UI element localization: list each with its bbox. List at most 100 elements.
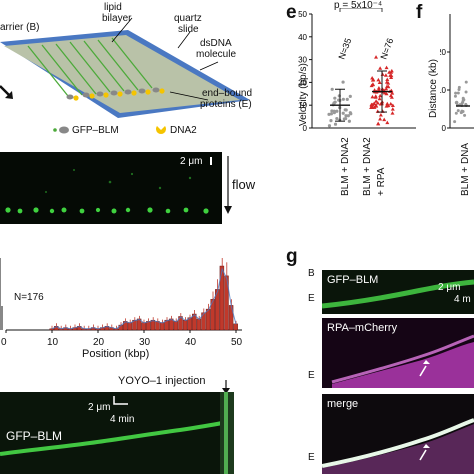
velocity-point	[332, 101, 336, 105]
bottom-kymo-channel-label: GFP–BLM	[6, 429, 63, 443]
velocity-ytick-label: 50	[298, 10, 307, 19]
velocity-point	[385, 120, 390, 125]
velocity-ytick-label: 30	[298, 56, 307, 65]
distance-ytick-label: 20	[440, 48, 447, 57]
distance-scatter: 0 10 20	[440, 14, 474, 133]
distance-point	[456, 109, 460, 113]
pvalue-bracket	[339, 8, 383, 12]
velocity-ytick-label: 40	[298, 33, 307, 42]
velocity-point	[378, 66, 383, 70]
flow-direction-arrow	[0, 85, 11, 97]
distance-point	[453, 120, 457, 124]
rpa-mcherry-kymograph: RPA–mCherry	[322, 318, 474, 388]
g3-e-label: E	[308, 452, 315, 463]
flow-image-spots	[5, 157, 212, 214]
velocity-point	[370, 105, 375, 109]
velocity-point	[388, 73, 393, 77]
distance-point	[463, 113, 467, 117]
velocity-scatter: 0 10 20 30 40 50 N=35 N=76	[298, 8, 416, 133]
g1-channel-label: GFP–BLM	[327, 274, 379, 286]
histogram-xtick-label: 20	[93, 337, 105, 348]
velocity-point	[345, 97, 349, 101]
velocity-point	[389, 75, 394, 80]
yoyo-injection-arrow-icon	[222, 380, 230, 394]
velocity-point	[374, 104, 379, 108]
panel-f-category-1: BLM + DNA	[460, 142, 471, 196]
histogram-xlabel: Position (kbp)	[82, 348, 150, 360]
panel-e-pvalue: p = 5x10⁻⁴	[334, 0, 383, 11]
distance-point	[460, 109, 464, 113]
velocity-point	[346, 114, 350, 118]
histogram-xtick-label: 0	[1, 337, 7, 348]
histogram-bar	[182, 319, 188, 331]
velocity-point	[373, 94, 378, 98]
position-histogram	[0, 258, 242, 333]
histogram-bar	[155, 321, 160, 331]
panel-e-category-1: BLM + DNA2	[340, 137, 351, 196]
bilayer-label: bilayer	[102, 13, 132, 24]
velocity-point	[383, 73, 388, 77]
velocity-point	[344, 116, 348, 121]
histogram-left-edge	[0, 306, 3, 330]
velocity-point	[327, 112, 331, 116]
histogram-bar	[49, 328, 54, 331]
velocity-point	[341, 97, 345, 101]
velocity-n-label: N=76	[378, 37, 395, 61]
velocity-point	[370, 94, 375, 99]
velocity-point	[335, 116, 339, 121]
barrier-label: arrier (B)	[0, 22, 40, 33]
histogram-bar	[205, 308, 211, 331]
velocity-point	[386, 84, 391, 89]
histogram-bar	[224, 275, 229, 331]
velocity-point	[377, 96, 382, 101]
end-bound-proteins	[66, 87, 165, 101]
gfp-dot-icon	[53, 128, 57, 132]
distance-point	[455, 100, 459, 104]
velocity-ytick-label: 0	[303, 124, 308, 133]
velocity-point	[343, 108, 347, 112]
histogram-bar	[127, 322, 133, 331]
velocity-point	[341, 80, 345, 84]
g1-e-label: E	[308, 293, 315, 304]
histogram-bar	[210, 299, 215, 331]
distance-point	[457, 88, 461, 92]
g1-time-label: 4 m	[454, 294, 471, 305]
distance-point	[460, 101, 464, 105]
velocity-point	[390, 111, 395, 115]
velocity-n-label: N=35	[336, 37, 353, 61]
end-bound-label: end–bound	[202, 88, 253, 99]
velocity-point	[371, 82, 376, 87]
velocity-point	[370, 78, 375, 82]
panel-e-category-2b: + RPA	[376, 167, 387, 196]
distance-ytick-label: 0	[442, 124, 447, 133]
slide-label: slide	[178, 24, 199, 35]
velocity-point	[347, 119, 351, 123]
panel-f-ylabel: Distance (kb)	[428, 59, 439, 118]
merge-kymograph: merge	[322, 394, 474, 474]
histogram-xtick-label: 50	[231, 337, 243, 348]
velocity-point	[349, 112, 353, 116]
velocity-point	[333, 122, 338, 126]
velocity-point	[372, 101, 377, 106]
lipid-bilayer	[4, 35, 240, 113]
velocity-point	[376, 87, 381, 92]
velocity-point	[384, 86, 389, 91]
g1-b-label: B	[308, 268, 315, 279]
lipid-label: lipid	[104, 2, 122, 13]
histogram-xtick-label: 10	[47, 337, 59, 348]
velocity-point	[376, 77, 381, 82]
histogram-xticks: 0 10 20 30 40 50	[0, 337, 250, 349]
panel-e-category-2a: BLM + DNA2	[362, 137, 373, 196]
velocity-point	[386, 103, 391, 108]
velocity-point	[337, 98, 341, 102]
dsdna-molecules	[27, 37, 153, 97]
g3-channel-label: merge	[327, 398, 359, 410]
molecule-label: molecule	[196, 49, 237, 60]
velocity-point	[348, 94, 352, 98]
velocity-point	[369, 103, 374, 107]
velocity-point	[344, 114, 348, 118]
bottom-kymograph: 2 μm 4 min GFP–BLM	[0, 392, 234, 474]
velocity-point	[370, 76, 375, 80]
velocity-ytick-label: 10	[298, 101, 307, 110]
velocity-point	[374, 99, 379, 103]
